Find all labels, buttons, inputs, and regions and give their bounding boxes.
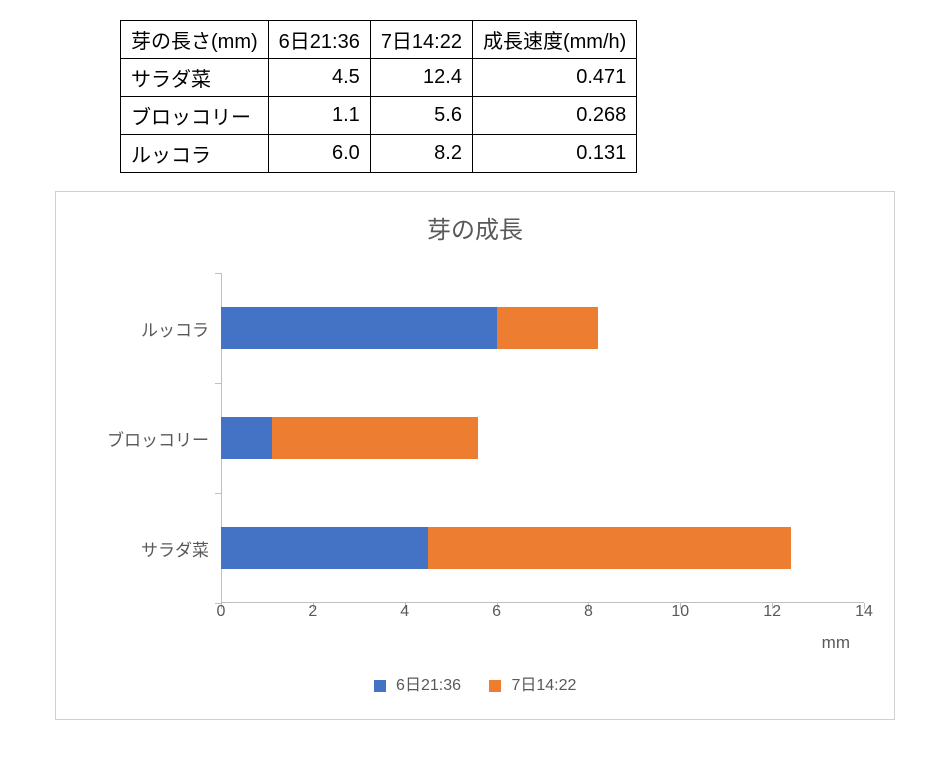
y-tick [215,383,221,384]
cell-val: 5.6 [370,97,472,135]
cell-val: 4.5 [268,59,370,97]
bar-segment [272,417,479,459]
legend-swatch-icon [489,680,501,692]
x-tick-label: 6 [492,603,501,621]
legend-item: 7日14:22 [489,671,576,695]
legend-label: 6日21:36 [396,677,461,694]
x-unit-label: mm [86,633,850,653]
x-tick-label: 14 [855,603,873,621]
cell-val: 6.0 [268,135,370,173]
y-label: ルッコラ [86,316,209,341]
plot-area [221,273,864,603]
cell-name: サラダ菜 [121,59,269,97]
table-row: ルッコラ 6.0 8.2 0.131 [121,135,637,173]
data-table: 芽の長さ(mm) 6日21:36 7日14:22 成長速度(mm/h) サラダ菜… [120,20,637,173]
cell-val: 8.2 [370,135,472,173]
col-header-0: 芽の長さ(mm) [121,21,269,59]
cell-val: 12.4 [370,59,472,97]
x-axis-labels: 02468101214 [221,603,864,627]
y-label: ブロッコリー [86,426,209,451]
cell-val: 0.131 [472,135,636,173]
col-header-1: 6日21:36 [268,21,370,59]
cell-name: ルッコラ [121,135,269,173]
x-tick-label: 0 [217,603,226,621]
bar-segment [221,307,497,349]
x-tick-label: 8 [584,603,593,621]
cell-val: 0.471 [472,59,636,97]
legend-item: 6日21:36 [374,671,461,695]
cell-val: 1.1 [268,97,370,135]
bar-segment [428,527,791,569]
bar-segment [221,417,272,459]
x-tick-label: 2 [308,603,317,621]
bar-segment [221,527,428,569]
cell-val: 0.268 [472,97,636,135]
chart-legend: 6日21:36 7日14:22 [86,671,864,695]
x-tick-label: 10 [671,603,689,621]
legend-label: 7日14:22 [511,677,576,694]
y-label: サラダ菜 [86,536,209,561]
legend-swatch-icon [374,680,386,692]
y-tick [215,273,221,274]
growth-chart: 芽の成長 ルッコラ ブロッコリー サラダ菜 0 2 4 6 8 10 12 14 mm 6日2… [55,191,895,720]
bar [221,527,791,569]
cell-name: ブロッコリー [121,97,269,135]
table-row: サラダ菜 4.5 12.4 0.471 [121,59,637,97]
y-tick [215,493,221,494]
col-header-3: 成長速度(mm/h) [472,21,636,59]
bar [221,417,478,459]
y-axis-labels: ルッコラ ブロッコリー サラダ菜 [86,273,221,603]
table-header-row: 芽の長さ(mm) 6日21:36 7日14:22 成長速度(mm/h) [121,21,637,59]
table-row: ブロッコリー 1.1 5.6 0.268 [121,97,637,135]
x-tick-label: 12 [763,603,781,621]
col-header-2: 7日14:22 [370,21,472,59]
bar [221,307,598,349]
bar-segment [497,307,598,349]
x-tick-label: 4 [400,603,409,621]
chart-title: 芽の成長 [86,210,864,245]
